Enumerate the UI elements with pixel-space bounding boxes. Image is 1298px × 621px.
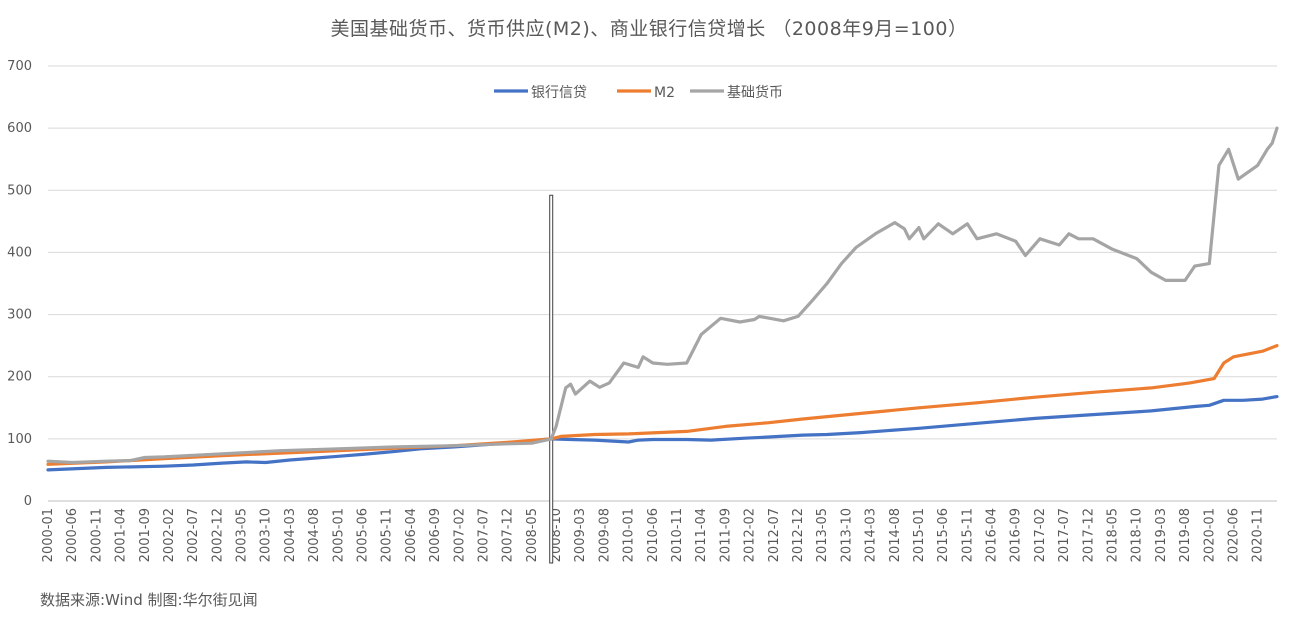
x-tick-label: 2003-10: [259, 508, 274, 562]
x-tick-label: 2007-02: [452, 508, 467, 562]
legend: 银行信贷 M2 基础货币: [494, 84, 783, 101]
x-tick-label: 2013-05: [815, 508, 830, 562]
x-tick-label: 2020-06: [1226, 508, 1241, 562]
x-tick-label: 2015-06: [936, 508, 951, 562]
y-tick-label: 500: [7, 183, 32, 198]
x-tick-label: 2006-09: [428, 508, 443, 562]
x-tick-label: 2015-01: [912, 508, 927, 562]
x-tick-label: 2000-11: [89, 508, 104, 562]
series-line-2: [46, 126, 1279, 465]
y-tick-label: 200: [7, 370, 32, 385]
series-line-0: [46, 395, 1279, 472]
x-tick-label: 2009-03: [573, 508, 588, 562]
legend-label: 基础货币: [727, 84, 783, 101]
y-tick-label: 300: [7, 308, 32, 323]
x-tick-label: 2005-01: [331, 508, 346, 562]
x-tick-label: 2007-12: [501, 508, 516, 562]
x-tick-label: 2016-04: [985, 508, 1000, 562]
x-tick-label: 2008-05: [525, 508, 540, 562]
y-tick-label: 400: [7, 245, 32, 260]
x-tick-label: 2018-05: [1105, 508, 1120, 562]
chart-title: 美国基础货币、货币供应(M2)、商业银行信贷增长 （2008年9月=100）: [330, 18, 968, 40]
x-tick-label: 2011-09: [718, 508, 733, 562]
x-tick-label: 2000-06: [65, 508, 80, 562]
x-axis-ticks: 2000-01 2000-06 2000-11 2001-04 2001-09 2002-…: [41, 508, 1266, 562]
x-tick-label: 2012-07: [767, 508, 782, 562]
x-tick-label: 2015-11: [960, 508, 975, 562]
x-tick-label: 2002-02: [162, 508, 177, 562]
x-tick-label: 2013-10: [839, 508, 854, 562]
legend-label: M2: [654, 85, 675, 101]
x-tick-label: 2004-03: [283, 508, 298, 562]
x-tick-label: 2002-12: [210, 508, 225, 562]
x-tick-label: 2010-11: [670, 508, 685, 562]
x-tick-label: 2020-11: [1251, 508, 1266, 562]
x-tick-label: 2004-08: [307, 508, 322, 562]
y-tick-label: 700: [7, 59, 32, 74]
x-tick-label: 2005-06: [356, 508, 371, 562]
x-tick-label: 2005-11: [380, 508, 395, 562]
x-tick-label: 2019-08: [1178, 508, 1193, 562]
x-tick-label: 2014-08: [888, 508, 903, 562]
x-tick-label: 2007-07: [476, 508, 491, 562]
series-lines: [46, 126, 1279, 472]
x-tick-label: 2002-07: [186, 508, 201, 562]
legend-label: 银行信贷: [531, 85, 587, 101]
x-tick-label: 2006-04: [404, 508, 419, 562]
x-tick-label: 2017-07: [1057, 508, 1072, 562]
y-axis-ticks: 0 100 200 300 400 500 600 700: [7, 59, 32, 509]
reference-line-2008-09: [549, 194, 554, 564]
x-tick-label: 2009-08: [597, 508, 612, 562]
x-tick-label: 2017-02: [1033, 508, 1048, 562]
series-line-1: [46, 344, 1279, 466]
x-tick-label: 2001-04: [114, 508, 129, 562]
x-tick-label: 2003-05: [235, 508, 250, 562]
data-source-note: 数据来源:Wind 制图:华尔街见闻: [40, 591, 258, 609]
x-tick-label: 2018-10: [1130, 508, 1145, 562]
x-tick-label: 2016-09: [1009, 508, 1024, 562]
x-tick-label: 2000-01: [41, 508, 56, 562]
y-tick-label: 0: [24, 494, 32, 509]
x-tick-label: 2017-12: [1081, 508, 1096, 562]
x-tick-label: 2011-04: [694, 508, 709, 562]
reference-marker: [549, 194, 554, 564]
x-tick-label: 2012-12: [791, 508, 806, 562]
y-tick-label: 600: [7, 121, 32, 136]
y-tick-label: 100: [7, 432, 32, 447]
x-tick-label: 2001-09: [138, 508, 153, 562]
gridlines: [48, 65, 1277, 502]
x-tick-label: 2019-03: [1154, 508, 1169, 562]
x-tick-label: 2020-01: [1202, 508, 1217, 562]
x-tick-label: 2014-03: [864, 508, 879, 562]
x-tick-label: 2010-06: [646, 508, 661, 562]
x-tick-label: 2010-01: [622, 508, 637, 562]
x-tick-label: 2012-02: [743, 508, 758, 562]
